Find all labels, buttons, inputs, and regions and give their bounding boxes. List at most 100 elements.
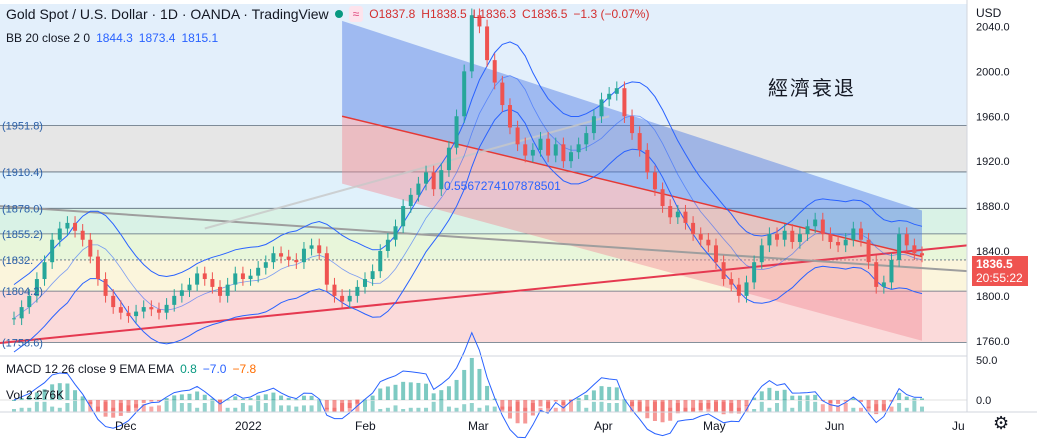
macd-hist-bar <box>446 386 451 400</box>
candle-body <box>210 279 215 287</box>
macd-hist-bar <box>332 400 337 412</box>
candle-body <box>591 116 596 134</box>
volume-bar <box>263 403 268 412</box>
candle-body <box>172 295 177 305</box>
candle-body <box>805 226 810 235</box>
y-tick-label: 1800.0 <box>976 291 1010 303</box>
y-tick-label: 2000.0 <box>976 66 1010 78</box>
x-tick-label: Apr <box>594 419 613 433</box>
volume-bar <box>225 407 230 412</box>
candle-body <box>340 295 345 302</box>
macd-hist-bar <box>256 395 261 400</box>
volume-bar <box>256 400 261 412</box>
volume-bar <box>683 407 688 412</box>
volume-bar <box>584 407 589 412</box>
candle-body <box>729 279 734 285</box>
candle-body <box>362 279 367 287</box>
macd-label[interactable]: MACD 12 26 close 9 EMA EMA <box>6 362 175 376</box>
macd-hist-bar <box>65 383 70 400</box>
volume-bar <box>691 407 696 412</box>
macd-hist-bar <box>263 394 268 400</box>
x-tick-label: Jun <box>825 419 844 433</box>
x-tick-label: Feb <box>355 419 376 433</box>
candle-body <box>279 253 284 257</box>
candle-body <box>187 284 192 291</box>
candle-body <box>240 273 245 280</box>
volume-bar <box>477 407 482 412</box>
candle-body <box>202 273 207 280</box>
candle-body <box>88 239 93 257</box>
candle-body <box>561 144 566 162</box>
volume-bar <box>851 407 856 412</box>
bb-label[interactable]: BB 20 close 2 0 <box>6 31 91 45</box>
x-tick-label: 2022 <box>235 419 262 433</box>
macd-hist-bar <box>393 384 398 400</box>
volume-bar <box>187 403 192 412</box>
macd-hist-bar <box>27 396 32 400</box>
wave-icon[interactable]: ≈ <box>348 6 364 22</box>
macd-hist-bar <box>469 357 474 400</box>
candle-body <box>569 152 574 162</box>
volume-bar <box>332 407 337 412</box>
y-tick-label: 1880.0 <box>976 201 1010 213</box>
volume-bar <box>103 401 108 412</box>
volume-bar <box>424 407 429 412</box>
macd-hist-bar <box>843 400 848 402</box>
volume-bar <box>775 403 780 412</box>
macd-hist-bar <box>80 396 85 400</box>
volume-bar <box>530 403 535 412</box>
candle-body <box>881 282 886 287</box>
volume-bar <box>179 403 184 412</box>
macd-hist-bar <box>210 398 215 400</box>
candle-body <box>233 273 238 285</box>
volume-bar <box>637 401 642 412</box>
volume-bar <box>240 403 245 412</box>
macd-hist-bar <box>408 382 413 400</box>
candle-body <box>424 172 429 184</box>
symbol-title[interactable]: Gold Spot / U.S. Dollar · 1D · OANDA · T… <box>6 6 329 22</box>
volume-bar <box>80 399 85 412</box>
volume-bar <box>843 403 848 412</box>
currency-label[interactable]: USD <box>976 6 1002 20</box>
volume-bar <box>698 403 703 412</box>
zone-cyan <box>0 171 967 209</box>
candle-body <box>866 239 871 263</box>
volume-bar <box>324 407 329 412</box>
y-tick-label: 1960.0 <box>976 111 1010 123</box>
candle-body <box>256 267 261 276</box>
volume-bar <box>309 405 314 412</box>
candle-body <box>500 82 505 106</box>
candle-body <box>920 253 924 256</box>
volume-bar <box>546 401 551 412</box>
candle-body <box>42 262 47 280</box>
candle-body <box>309 245 314 249</box>
volume-bar <box>828 400 833 412</box>
volume-bar <box>576 400 581 412</box>
candle-body <box>126 312 131 317</box>
macd-hist-bar <box>851 398 856 400</box>
candle-body <box>698 234 703 240</box>
volume-bar <box>164 400 169 412</box>
macd-tick-label: 50.0 <box>976 355 997 367</box>
candle-body <box>454 116 459 148</box>
candle-body <box>324 253 329 285</box>
candle-body <box>149 307 154 310</box>
candle-body <box>782 230 787 240</box>
x-tick-label: May <box>703 419 726 433</box>
candle-body <box>462 71 467 117</box>
candle-body <box>446 147 451 171</box>
vol-label[interactable]: Vol 2.276K <box>6 388 65 402</box>
macd-line <box>13 331 923 439</box>
volume-bar <box>401 409 406 412</box>
candle-body <box>553 144 558 156</box>
volume-bar <box>897 403 902 412</box>
candle-body <box>370 271 375 280</box>
macd-hist-bar <box>279 395 284 400</box>
recession-annotation[interactable]: 經濟衰退 <box>768 78 856 100</box>
macd-hist-bar <box>904 396 909 400</box>
candle-body <box>439 170 444 190</box>
settings-gear-icon[interactable]: ⚙ <box>993 413 1010 433</box>
volume-bar <box>920 406 924 412</box>
candle-body <box>195 273 200 285</box>
